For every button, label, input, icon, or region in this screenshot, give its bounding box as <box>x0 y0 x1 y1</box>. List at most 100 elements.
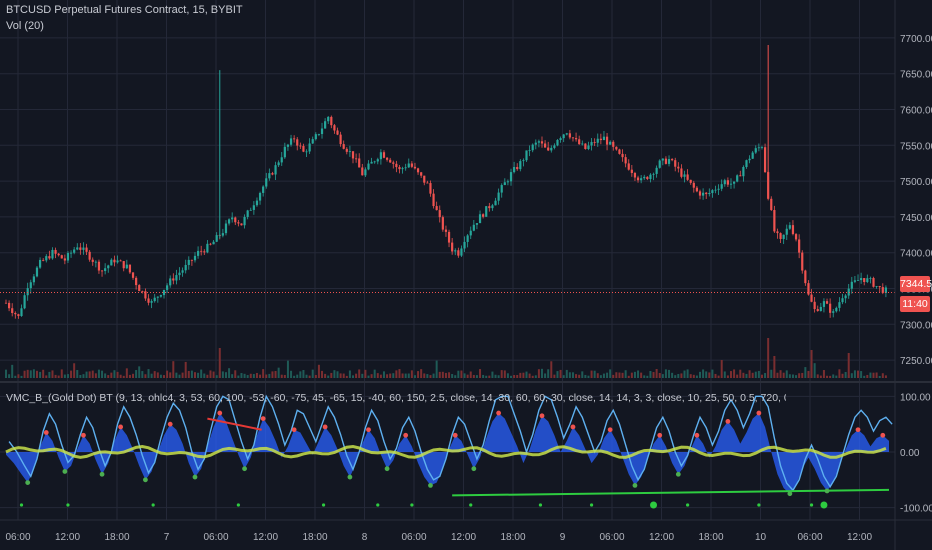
candle-body <box>717 188 720 190</box>
volume-bar <box>200 369 203 378</box>
volume-bar <box>884 375 887 378</box>
bar-countdown-tag: 11:40 <box>900 296 930 312</box>
candle-body <box>404 167 407 169</box>
volume-bar <box>184 361 187 378</box>
candle-body <box>333 125 336 131</box>
volume-bar <box>355 373 358 378</box>
volume-bar <box>816 374 819 378</box>
candle-body <box>79 247 82 250</box>
signal-dot <box>880 432 886 438</box>
signal-dot <box>675 471 681 477</box>
candle-body <box>646 176 649 180</box>
candle-body <box>705 192 708 195</box>
volume-bar <box>819 375 822 378</box>
volume-bar <box>48 371 51 378</box>
candle-body <box>835 307 838 312</box>
volume-bar <box>553 374 556 378</box>
volume-bar <box>435 360 438 378</box>
volume-bar <box>234 370 237 378</box>
candle-body <box>553 145 556 148</box>
signal-dot <box>428 482 433 488</box>
candle-body <box>280 157 283 163</box>
volume-bar <box>20 375 23 378</box>
time-tick-label: 12:00 <box>847 532 872 543</box>
volume-bar <box>559 369 562 378</box>
candle-body <box>829 303 832 313</box>
time-tick-label: 06:00 <box>401 532 426 543</box>
volume-bar <box>649 370 652 378</box>
volume-bar <box>497 375 500 378</box>
volume-bar <box>776 372 779 378</box>
volume-bar <box>872 372 875 378</box>
candle-body <box>878 286 881 288</box>
candle-body <box>739 175 742 177</box>
volume-bar <box>57 375 60 378</box>
buy-dot <box>469 503 473 507</box>
candle-body <box>776 231 779 234</box>
volume-bar <box>432 373 435 378</box>
time-tick-label: 18:00 <box>698 532 723 543</box>
volume-bar <box>764 373 767 378</box>
volume-bar <box>193 372 196 378</box>
candle-body <box>4 302 8 304</box>
volume-bar <box>163 375 166 378</box>
candle-body <box>42 259 45 261</box>
indicator-title[interactable]: VMC_B_(Gold Dot) BT (9, 13, ohlc4, 3, 53… <box>6 392 786 404</box>
candle-body <box>692 182 695 188</box>
volume-bar <box>757 370 760 378</box>
volume-bar <box>637 370 640 378</box>
candle-body <box>819 306 822 311</box>
volume-bar <box>689 374 692 378</box>
candle-body <box>754 148 757 153</box>
buy-dot <box>809 503 814 507</box>
volume-bar <box>132 373 135 378</box>
volume-bar <box>810 350 813 378</box>
volume-bar <box>441 371 444 378</box>
candle-body <box>816 309 819 311</box>
buy-dot <box>151 503 155 507</box>
candle-body <box>497 192 500 201</box>
candle-body <box>125 264 128 269</box>
buy-dot <box>538 503 543 507</box>
volume-bar <box>101 370 104 378</box>
volume-bar <box>138 366 141 378</box>
candle-body <box>509 172 513 182</box>
volume-bar <box>881 373 884 378</box>
volume-bar <box>531 375 534 378</box>
volume-bar <box>739 369 742 378</box>
candle-body <box>680 168 683 177</box>
candle-body <box>791 225 795 235</box>
candle-body <box>138 285 141 292</box>
volume-bar <box>516 374 519 378</box>
candle-body <box>863 278 866 283</box>
signal-dot <box>217 410 223 416</box>
volume-bar <box>702 369 705 378</box>
volume-bar <box>181 372 184 378</box>
volume-bar <box>602 373 605 378</box>
candle-body <box>810 294 813 302</box>
candle-body <box>702 192 705 196</box>
signal-dot <box>43 430 49 435</box>
volume-bar <box>506 373 509 378</box>
candle-body <box>379 152 382 160</box>
candle-body <box>500 185 503 193</box>
symbol-title[interactable]: BTCUSD Perpetual Futures Contract, 15, B… <box>6 4 243 16</box>
volume-bar <box>91 370 94 378</box>
candle-body <box>193 255 197 261</box>
candle-body <box>302 145 305 152</box>
volume-legend[interactable]: Vol (20) <box>6 20 44 32</box>
volume-bar <box>342 373 345 378</box>
volume-bar <box>671 372 674 378</box>
volume-bar <box>5 369 7 378</box>
volume-bar <box>733 369 736 378</box>
volume-bar <box>804 367 807 378</box>
volume-bar <box>122 375 125 378</box>
candle-body <box>57 253 60 256</box>
volume-bar <box>141 371 144 378</box>
volume-bar <box>407 373 410 378</box>
volume-bar <box>51 370 54 378</box>
volume-bar <box>770 369 773 378</box>
candle-body <box>478 214 482 224</box>
candle-body <box>429 183 432 194</box>
candle-body <box>38 259 42 268</box>
